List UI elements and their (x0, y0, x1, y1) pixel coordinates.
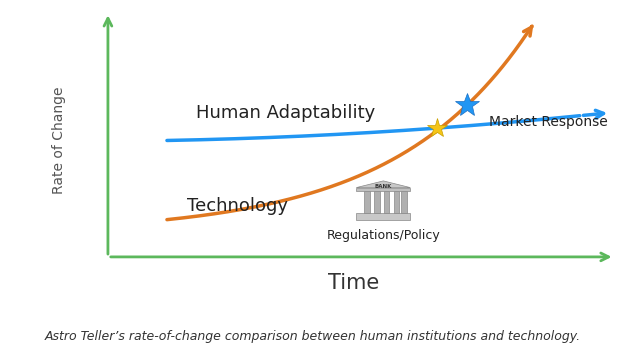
Bar (374, 191, 379, 213)
Text: Human Adaptability: Human Adaptability (196, 104, 376, 121)
Polygon shape (356, 181, 411, 188)
Text: Technology: Technology (187, 197, 288, 215)
Bar (356, 213, 411, 220)
Bar (364, 191, 370, 213)
Text: Market Response: Market Response (489, 115, 608, 129)
Text: Time: Time (328, 273, 379, 293)
Text: Astro Teller’s rate-of-change comparison between human institutions and technolo: Astro Teller’s rate-of-change comparison… (44, 330, 581, 343)
Text: BANK: BANK (374, 184, 392, 189)
Text: Rate of Change: Rate of Change (52, 87, 66, 194)
Bar (394, 191, 399, 213)
Bar (356, 188, 411, 191)
Text: Regulations/Policy: Regulations/Policy (326, 229, 440, 242)
Bar (384, 191, 389, 213)
Bar (401, 191, 407, 213)
